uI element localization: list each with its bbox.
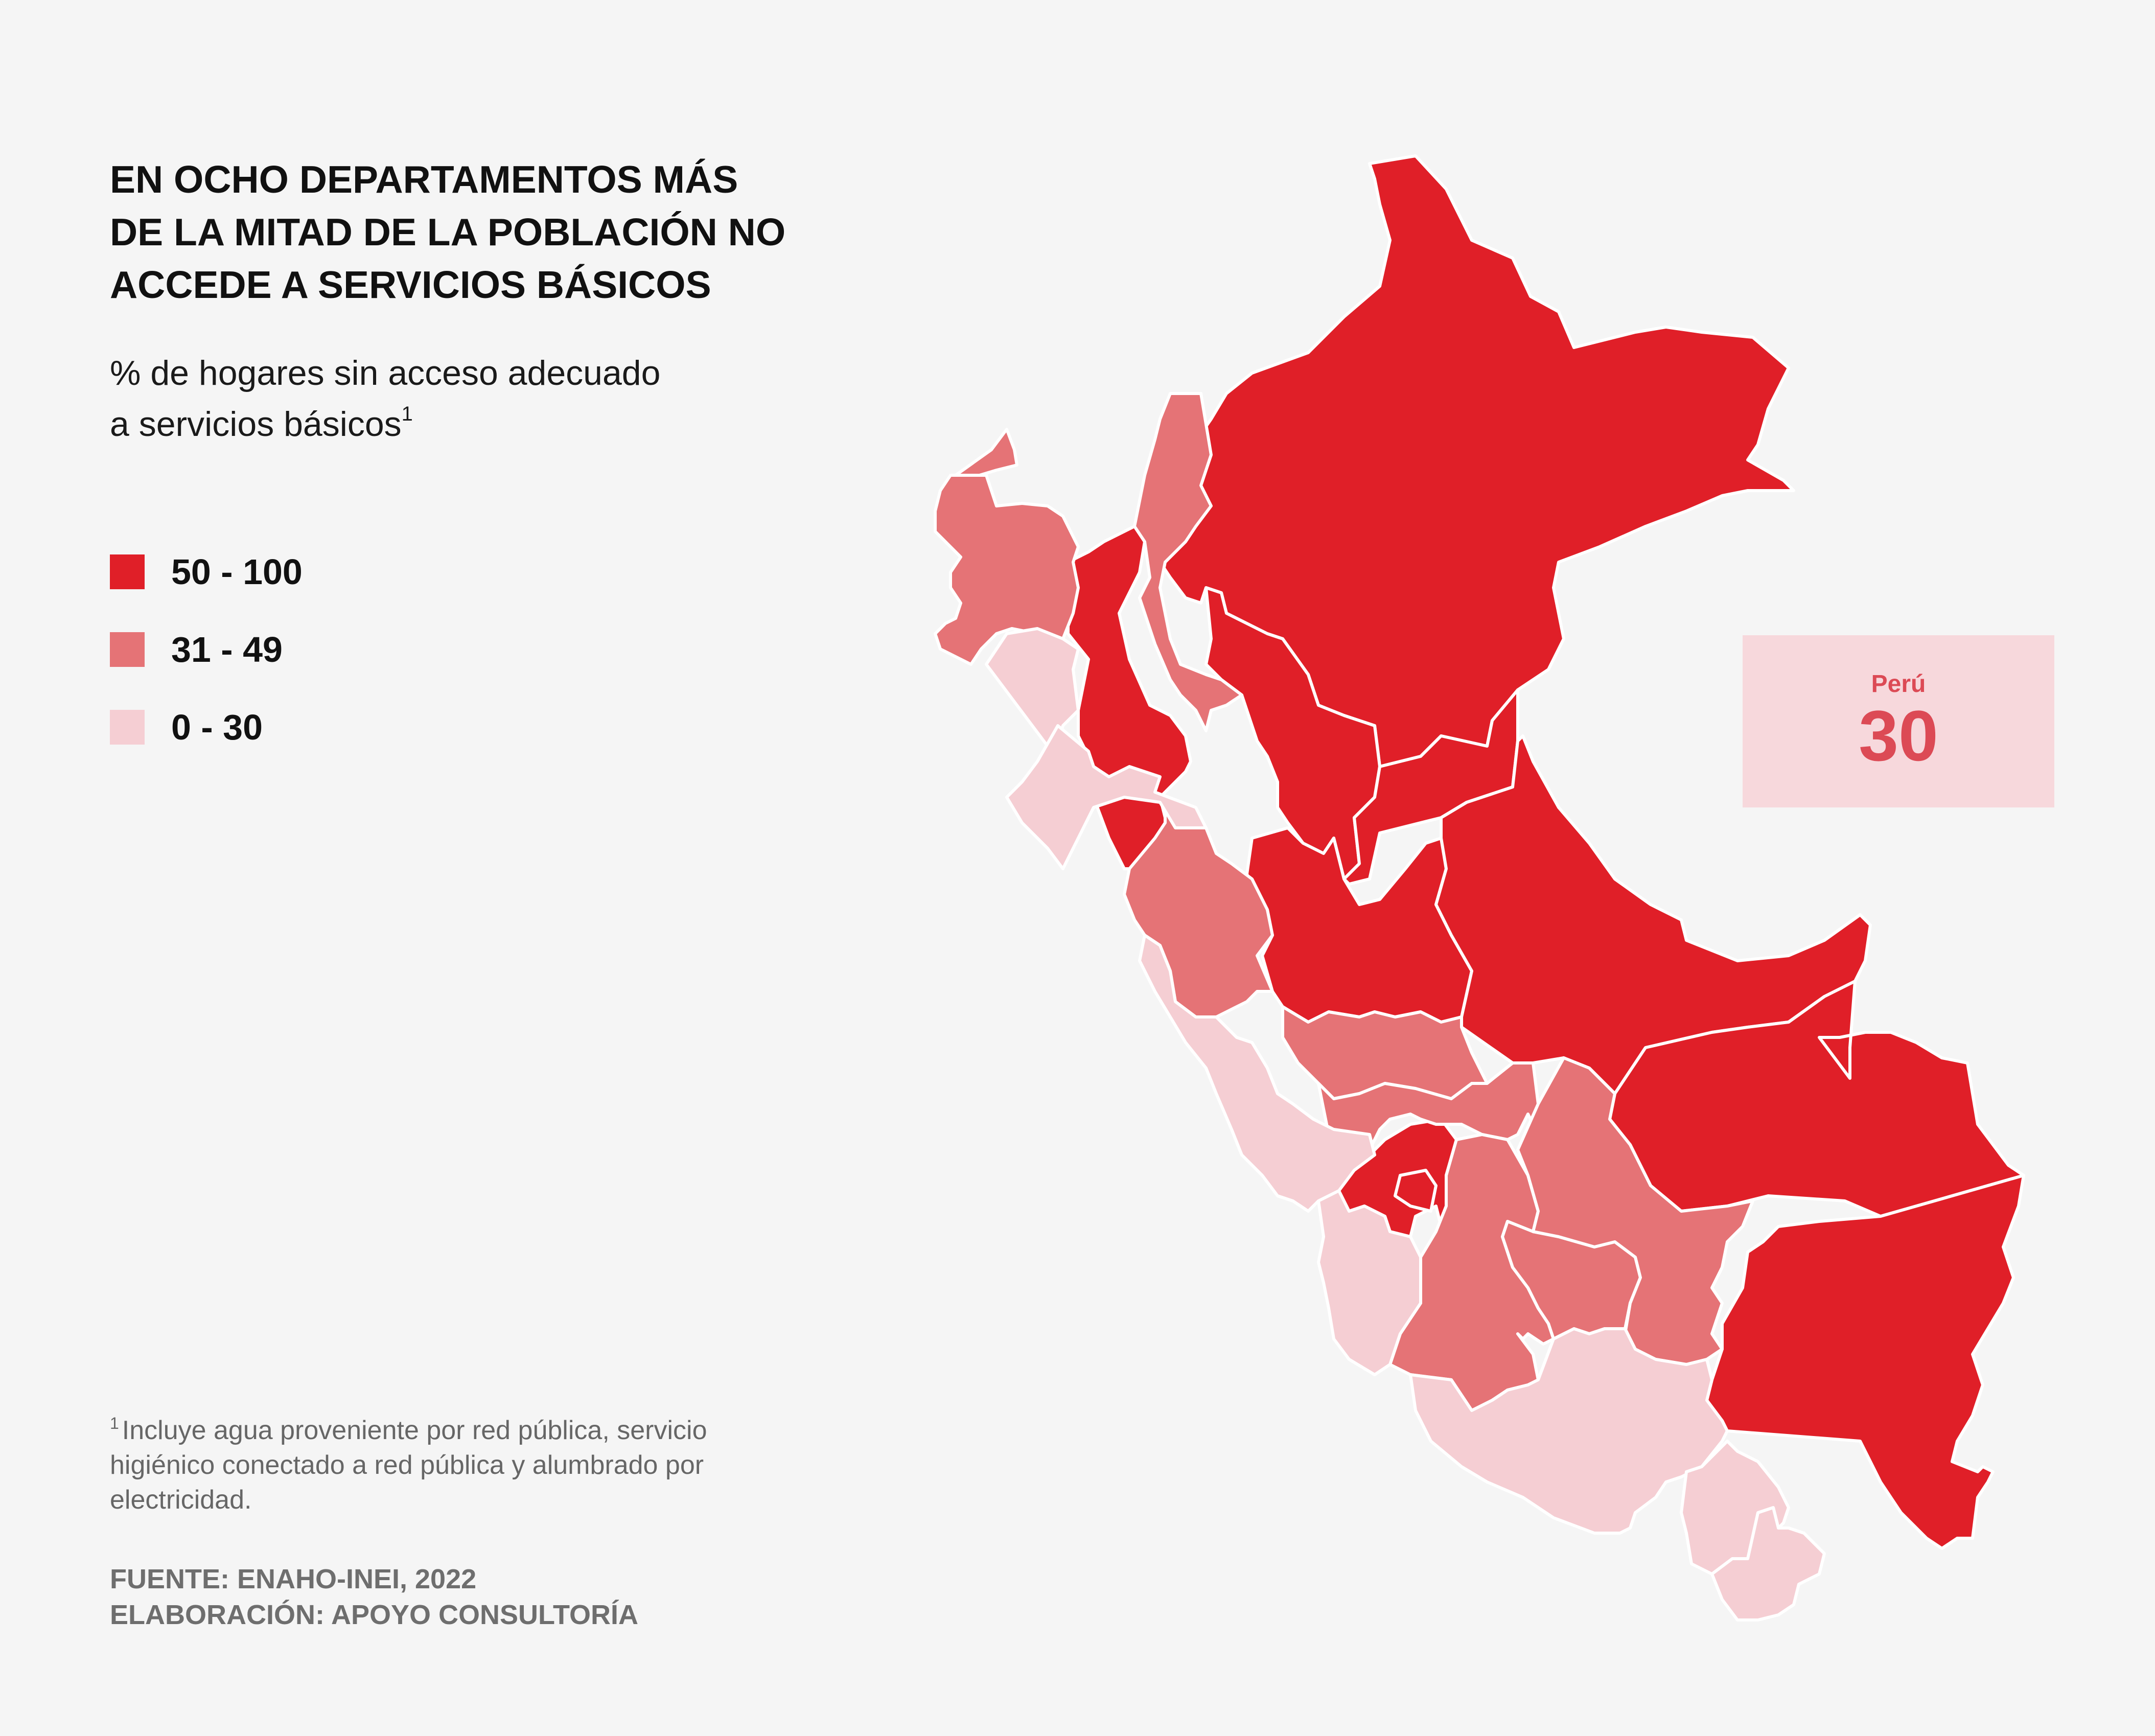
subtitle-footnote-marker: 1	[401, 403, 413, 425]
region-amazonas	[1133, 392, 1243, 732]
legend-swatch-low	[110, 710, 145, 745]
region-pasco	[1394, 1169, 1438, 1213]
footnote-line-3: electricidad.	[110, 1485, 252, 1515]
region-huanuco	[1342, 688, 1519, 886]
chart-subtitle: % de hogares sin acceso adecuado a servi…	[110, 348, 876, 450]
region-tacna	[1710, 1506, 1826, 1622]
source-credit: FUENTE: ENAHO-INEI, 2022 ELABORACIÓN: AP…	[110, 1561, 928, 1633]
region-piura	[934, 474, 1080, 666]
subtitle-line-2-text: a servicios básicos	[110, 405, 402, 444]
legend-label-high: 50 - 100	[171, 552, 303, 592]
region-lambayeque	[985, 627, 1080, 748]
chart-title: EN OCHO DEPARTAMENTOS MÁS DE LA MITAD DE…	[110, 153, 876, 311]
national-average-box: Perú 30	[1743, 635, 2054, 807]
national-average-value: 30	[1859, 696, 1938, 776]
footnote: 1 Incluye agua proveniente por red públic…	[110, 1413, 825, 1517]
footnote-marker: 1	[110, 1414, 119, 1432]
footnote-line-1: 1 Incluye agua proveniente por red públic…	[110, 1413, 825, 1448]
subtitle-line-1: % de hogares sin acceso adecuado	[110, 354, 661, 392]
legend-label-medium: 31 - 49	[171, 630, 283, 669]
national-average-label: Perú	[1871, 670, 1926, 698]
title-line-3: ACCEDE A SERVICIOS BÁSICOS	[110, 263, 711, 306]
elaboration-line: ELABORACIÓN: APOYO CONSULTORÍA	[110, 1600, 639, 1630]
legend-swatch-high	[110, 554, 145, 589]
subtitle-line-2: a servicios básicos1	[110, 399, 876, 450]
footnote-line-2: higiénico conectado a red pública y alum…	[110, 1450, 704, 1480]
region-la-libertad	[1005, 724, 1208, 870]
region-ica	[1317, 1189, 1422, 1376]
title-line-1: EN OCHO DEPARTAMENTOS MÁS	[110, 158, 738, 201]
source-line: FUENTE: ENAHO-INEI, 2022	[110, 1564, 477, 1594]
legend-swatch-medium	[110, 632, 145, 667]
region-ancash	[1123, 796, 1274, 1019]
region-tumbes	[954, 428, 1018, 479]
region-puno	[1705, 1174, 2025, 1550]
region-arequipa	[1409, 1327, 1729, 1535]
region-cusco	[1516, 1056, 1754, 1366]
footnote-line-1-text: Incluye agua proveniente por red pública…	[122, 1416, 707, 1445]
region-lima	[1138, 934, 1376, 1213]
legend-label-low: 0 - 30	[171, 707, 263, 747]
title-line-2: DE LA MITAD DE LA POBLACIÓN NO	[110, 211, 786, 253]
